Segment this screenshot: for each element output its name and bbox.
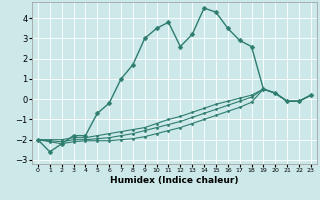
X-axis label: Humidex (Indice chaleur): Humidex (Indice chaleur) <box>110 176 239 185</box>
